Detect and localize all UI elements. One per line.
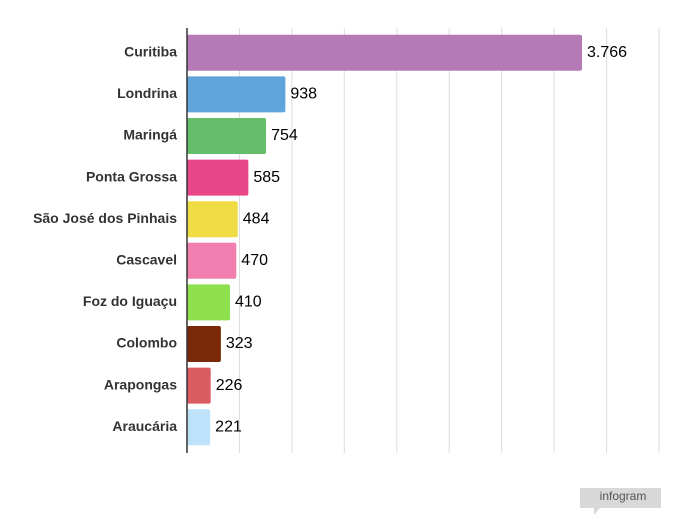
y-tick-label: Foz do Iguaçu [83,293,177,309]
y-tick-label: Curitiba [124,44,177,60]
data-label: 226 [216,377,243,394]
bar [187,409,211,446]
y-tick-label: Ponta Grossa [86,168,177,184]
bar [187,326,221,362]
bar [187,34,583,71]
bar [187,367,211,404]
data-label: 585 [253,169,280,186]
logo: infogram [580,488,661,515]
brand-text: infogram [600,489,647,503]
y-tick-label: Cascavel [116,252,177,268]
data-label: 221 [215,418,242,435]
data-label: 3.766 [587,44,627,61]
data-label: 938 [290,86,317,103]
bar [187,201,238,238]
bar [187,284,231,321]
y-tick-label: Maringá [123,127,177,143]
y-tick-label: Araucária [112,418,177,434]
data-label: 323 [226,335,253,352]
y-tick-label: Arapongas [104,376,177,392]
bar [187,118,267,154]
data-label: 484 [243,210,270,227]
y-tick-label: Londrina [117,85,177,101]
bar [187,242,237,279]
bar [187,159,249,196]
data-label: 410 [235,294,262,311]
data-label: 754 [271,127,298,144]
y-tick-label: São José dos Pinhais [33,210,177,226]
bar [187,76,286,113]
data-label: 470 [241,252,268,269]
y-tick-label: Colombo [116,335,177,351]
